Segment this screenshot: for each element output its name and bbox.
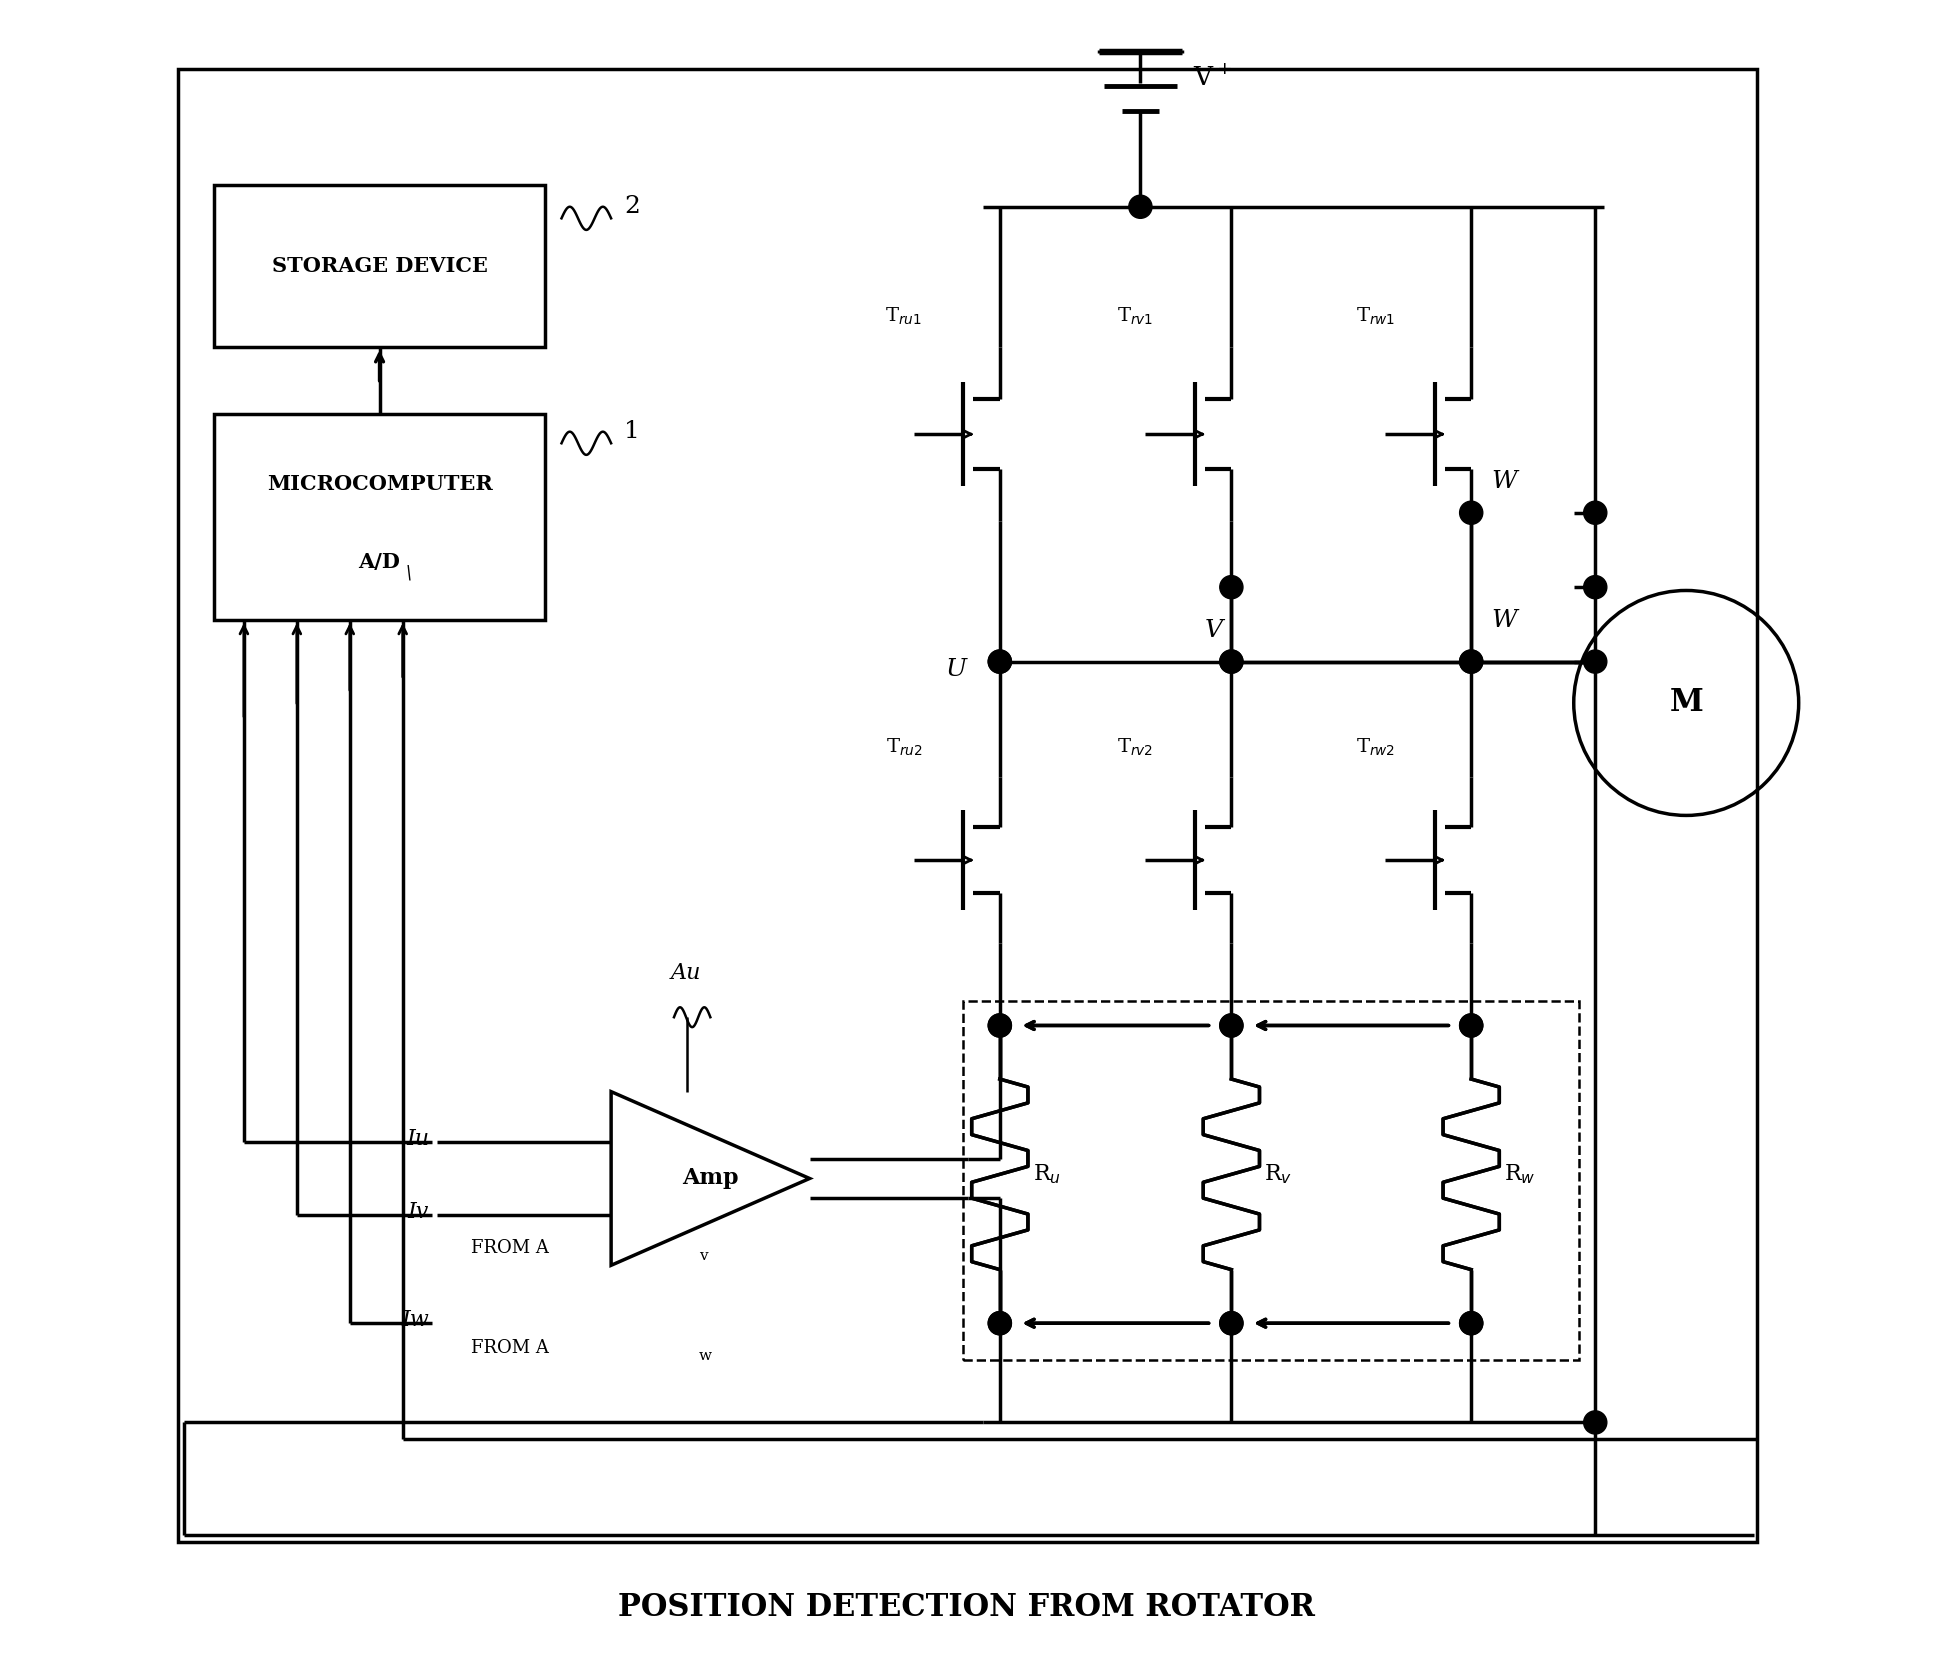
Text: T$_{rv2}$: T$_{rv2}$ (1117, 736, 1154, 758)
Circle shape (989, 1014, 1012, 1037)
Circle shape (1221, 576, 1242, 599)
Text: A/D: A/D (359, 552, 400, 572)
Bar (963, 1001, 1580, 1360)
Text: U: U (946, 658, 967, 681)
Text: R$_w$: R$_w$ (1503, 1163, 1537, 1186)
Circle shape (1583, 1411, 1607, 1434)
Circle shape (1221, 1014, 1242, 1037)
Text: POSITION DETECTION FROM ROTATOR: POSITION DETECTION FROM ROTATOR (618, 1593, 1314, 1623)
Circle shape (1221, 1312, 1242, 1335)
Text: W: W (1492, 470, 1517, 493)
Text: Au: Au (671, 963, 702, 984)
Circle shape (1461, 1312, 1482, 1335)
Circle shape (989, 650, 1012, 673)
Text: STORAGE DEVICE: STORAGE DEVICE (271, 256, 488, 276)
Circle shape (1221, 650, 1242, 673)
Text: W: W (1492, 609, 1517, 632)
Circle shape (989, 1014, 1012, 1037)
Text: Amp: Amp (682, 1168, 739, 1189)
Circle shape (989, 1312, 1012, 1335)
Circle shape (1461, 1014, 1482, 1037)
Circle shape (989, 650, 1012, 673)
Text: M: M (1669, 688, 1702, 718)
Circle shape (1461, 650, 1482, 673)
Circle shape (1461, 1312, 1482, 1335)
Text: w: w (698, 1350, 712, 1363)
Circle shape (1129, 195, 1152, 218)
Text: Iw: Iw (402, 1308, 429, 1331)
Circle shape (1583, 576, 1607, 599)
Bar (214, 414, 544, 620)
Bar (177, 69, 1757, 1542)
Text: T$_{rw2}$: T$_{rw2}$ (1355, 736, 1394, 758)
Circle shape (1461, 650, 1482, 673)
Circle shape (1461, 501, 1482, 524)
Text: T$_{ru1}$: T$_{ru1}$ (885, 306, 922, 327)
Circle shape (1221, 1312, 1242, 1335)
Text: FROM A: FROM A (470, 1239, 548, 1257)
Text: v: v (698, 1249, 708, 1264)
Bar (214, 185, 544, 347)
Text: R$_v$: R$_v$ (1264, 1163, 1293, 1186)
Circle shape (1583, 501, 1607, 524)
Text: \: \ (406, 566, 411, 582)
Text: T$_{rw1}$: T$_{rw1}$ (1355, 306, 1394, 327)
Text: V$^+$: V$^+$ (1193, 65, 1232, 91)
Circle shape (989, 1312, 1012, 1335)
Text: FROM A: FROM A (470, 1340, 548, 1356)
Circle shape (1221, 650, 1242, 673)
Text: V: V (1205, 619, 1223, 642)
Circle shape (1583, 650, 1607, 673)
Text: MICROCOMPUTER: MICROCOMPUTER (267, 473, 493, 495)
Text: R$_u$: R$_u$ (1034, 1163, 1061, 1186)
Text: 1: 1 (624, 420, 640, 443)
Text: T$_{ru2}$: T$_{ru2}$ (885, 736, 922, 758)
Text: 2: 2 (624, 195, 640, 218)
Circle shape (1221, 1014, 1242, 1037)
Text: T$_{rv1}$: T$_{rv1}$ (1117, 306, 1154, 327)
Text: Iv: Iv (408, 1201, 429, 1222)
Text: Iu: Iu (406, 1128, 429, 1150)
Circle shape (1461, 1014, 1482, 1037)
